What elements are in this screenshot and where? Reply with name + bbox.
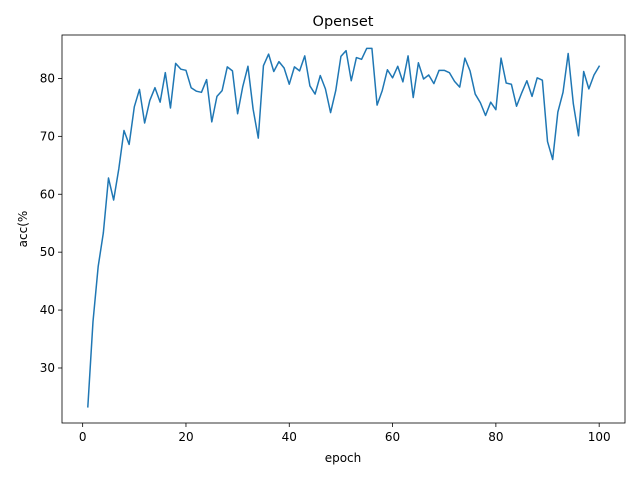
y-tick-label: 30 bbox=[40, 361, 55, 375]
plot-area: 0 20 40 60 80 100 30 40 50 60 70 80 bbox=[40, 34, 626, 444]
y-tick-label: 50 bbox=[40, 245, 55, 259]
chart-title: Openset bbox=[313, 14, 374, 30]
series-line-0 bbox=[87, 47, 601, 408]
x-tick-label: 40 bbox=[282, 430, 297, 444]
x-tick-label: 100 bbox=[588, 430, 611, 444]
y-tick-label: 60 bbox=[40, 187, 55, 201]
x-tick-label: 20 bbox=[178, 430, 193, 444]
y-tick-label: 70 bbox=[40, 129, 55, 143]
axes-frame bbox=[61, 34, 626, 424]
x-axis-label: epoch bbox=[325, 451, 362, 465]
y-axis-label: acc(% bbox=[16, 211, 30, 248]
x-tick-label: 60 bbox=[385, 430, 400, 444]
y-tick-label: 80 bbox=[40, 71, 55, 85]
x-tick-label: 80 bbox=[488, 430, 503, 444]
x-tick-label: 0 bbox=[79, 430, 87, 444]
y-tick-label: 40 bbox=[40, 303, 55, 317]
